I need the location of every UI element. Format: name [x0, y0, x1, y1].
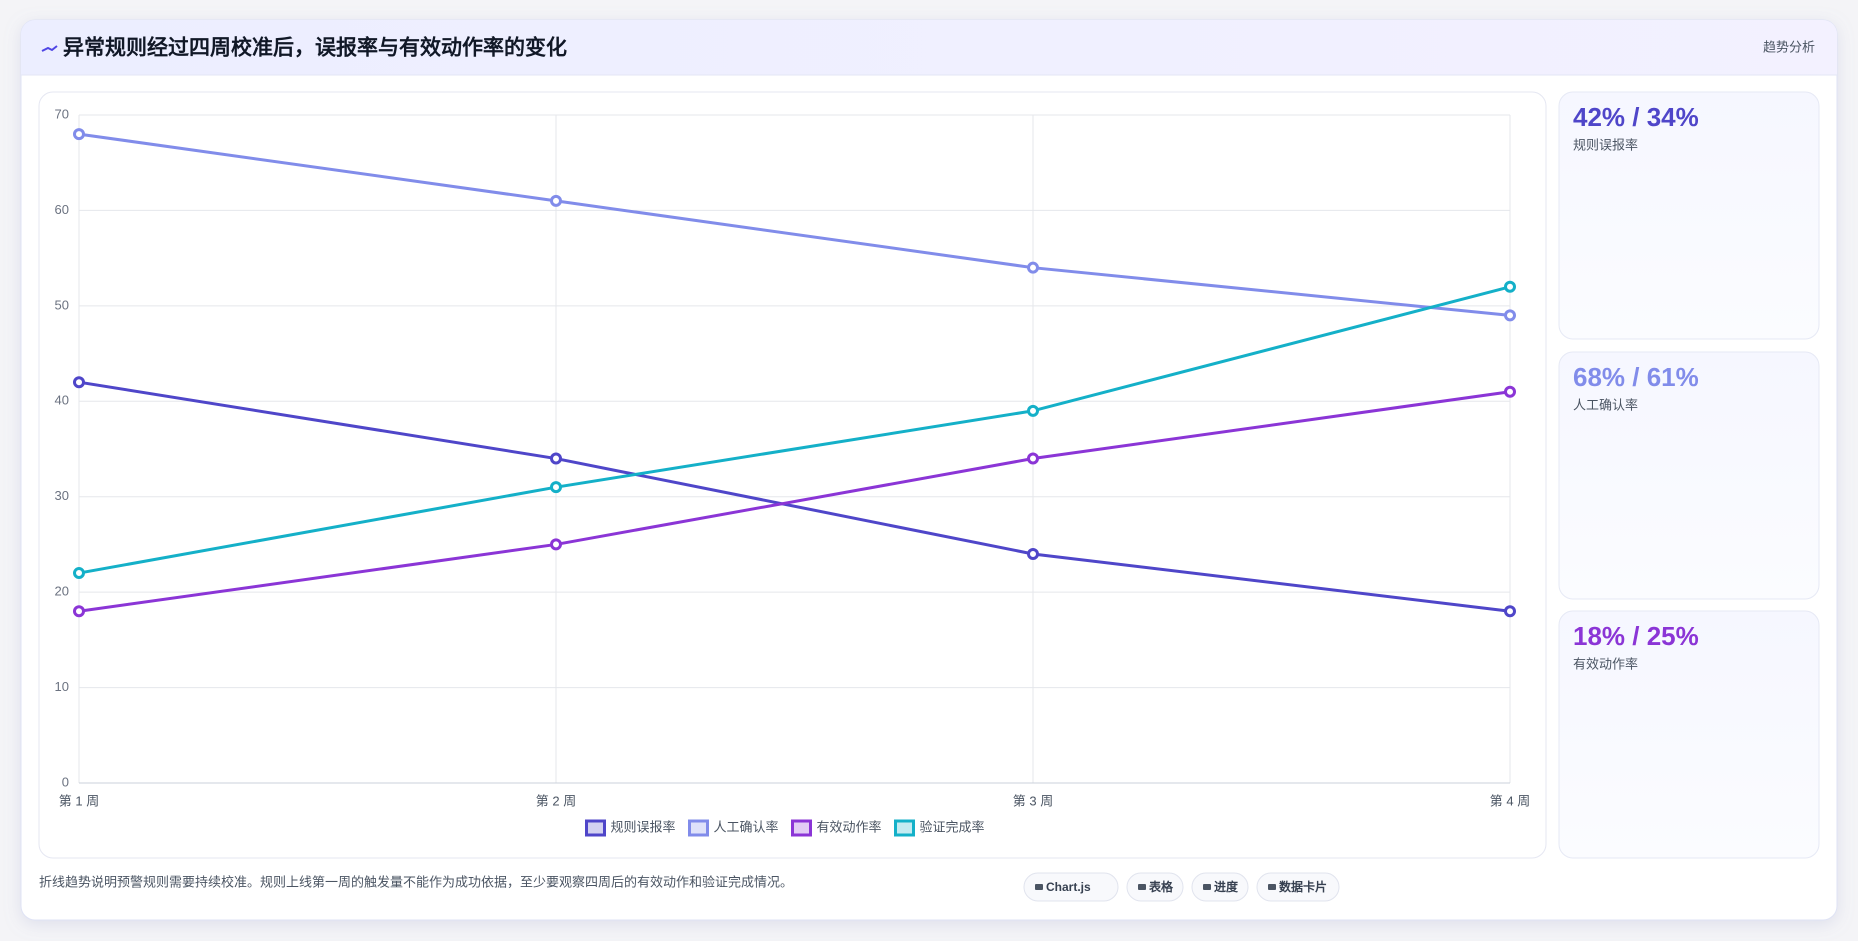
button-label[interactable]: Chart.js [1046, 880, 1091, 894]
plot: 0 10 20 30 40 50 60 70 第 1 周 第 2 周 第 3 周 第 4 周规则误报率… [55, 106, 1530, 837]
legend-swatch [894, 819, 915, 837]
y-tick-label: 50 [55, 297, 69, 312]
button-icon [1138, 884, 1146, 890]
x-tick-label: 第 4 周 [1490, 793, 1530, 808]
legend-label: 人工确认率 [714, 819, 779, 834]
data-point [73, 128, 85, 141]
button-label[interactable]: 表格 [1148, 879, 1174, 894]
kpi-label: 有效动作率 [1573, 656, 1638, 671]
chart-panel [38, 91, 1547, 859]
card-header [21, 20, 1837, 75]
data-point [1027, 404, 1039, 417]
x-tick-label: 第 2 周 [536, 793, 576, 808]
data-point [1027, 547, 1039, 560]
x-tick-label: 第 1 周 [59, 793, 99, 808]
toolbar-button[interactable] [1023, 872, 1119, 902]
legend-swatch [791, 819, 812, 837]
data-point [550, 481, 562, 494]
y-tick-label: 30 [55, 488, 69, 503]
header-title: 异常规则经过四周校准后，误报率与有效动作率的变化 [63, 36, 567, 60]
header-tag: 趋势分析 [1763, 39, 1815, 54]
data-point [1504, 309, 1516, 322]
legend-swatch [688, 819, 709, 837]
data-point [550, 538, 562, 551]
data-point [550, 194, 562, 207]
y-tick-label: 0 [62, 774, 69, 789]
legend-label: 验证完成率 [920, 819, 985, 834]
y-tick-label: 20 [55, 584, 69, 599]
kpi-value: 68% / 61% [1573, 362, 1699, 392]
legend-swatch [585, 819, 606, 837]
data-point [1027, 261, 1039, 274]
kpi-card [1558, 610, 1820, 859]
y-tick-label: 10 [55, 679, 69, 694]
toolbar: Chart.js 表格 进度 数据卡片 [1023, 872, 1340, 902]
kpi-card [1558, 351, 1820, 600]
x-tick-label: 第 3 周 [1013, 793, 1053, 808]
data-point [73, 605, 85, 618]
button-label[interactable]: 进度 [1214, 879, 1239, 894]
series-line [78, 285, 1511, 575]
footer-note: 折线趋势说明预警规则需要持续校准。规则上线第一周的触发量不能作为成功依据，至少要… [39, 874, 793, 889]
kpi-label: 规则误报率 [1573, 137, 1638, 152]
button-icon [1203, 884, 1211, 890]
kpi-card [1558, 91, 1820, 340]
data-point [1027, 452, 1039, 465]
series-line [78, 132, 1511, 317]
button-icon [1035, 884, 1043, 890]
data-point [1504, 385, 1516, 398]
toolbar-button[interactable] [1256, 872, 1340, 902]
kpi-column: 42% / 34% 规则误报率 68% / 61% 人工确认率 18% / 25% 有效动… [1558, 91, 1820, 859]
data-point [1504, 605, 1516, 618]
toolbar-button[interactable] [1126, 872, 1184, 902]
legend-label: 有效动作率 [817, 819, 882, 834]
toolbar-button[interactable] [1191, 872, 1249, 902]
button-label[interactable]: 数据卡片 [1279, 879, 1327, 894]
data-point [73, 376, 85, 389]
y-tick-label: 60 [55, 202, 69, 217]
series-line [78, 380, 1511, 613]
data-point [73, 567, 85, 580]
y-tick-label: 40 [55, 393, 69, 408]
kpi-value: 42% / 34% [1573, 102, 1699, 132]
kpi-label: 人工确认率 [1573, 397, 1638, 412]
data-point [1504, 280, 1516, 293]
kpi-value: 18% / 25% [1573, 621, 1699, 651]
y-tick-label: 70 [55, 106, 69, 121]
header-icon [41, 45, 58, 52]
series-line [78, 390, 1511, 613]
legend-label: 规则误报率 [611, 819, 676, 834]
button-icon [1268, 884, 1276, 890]
data-point [550, 452, 562, 465]
